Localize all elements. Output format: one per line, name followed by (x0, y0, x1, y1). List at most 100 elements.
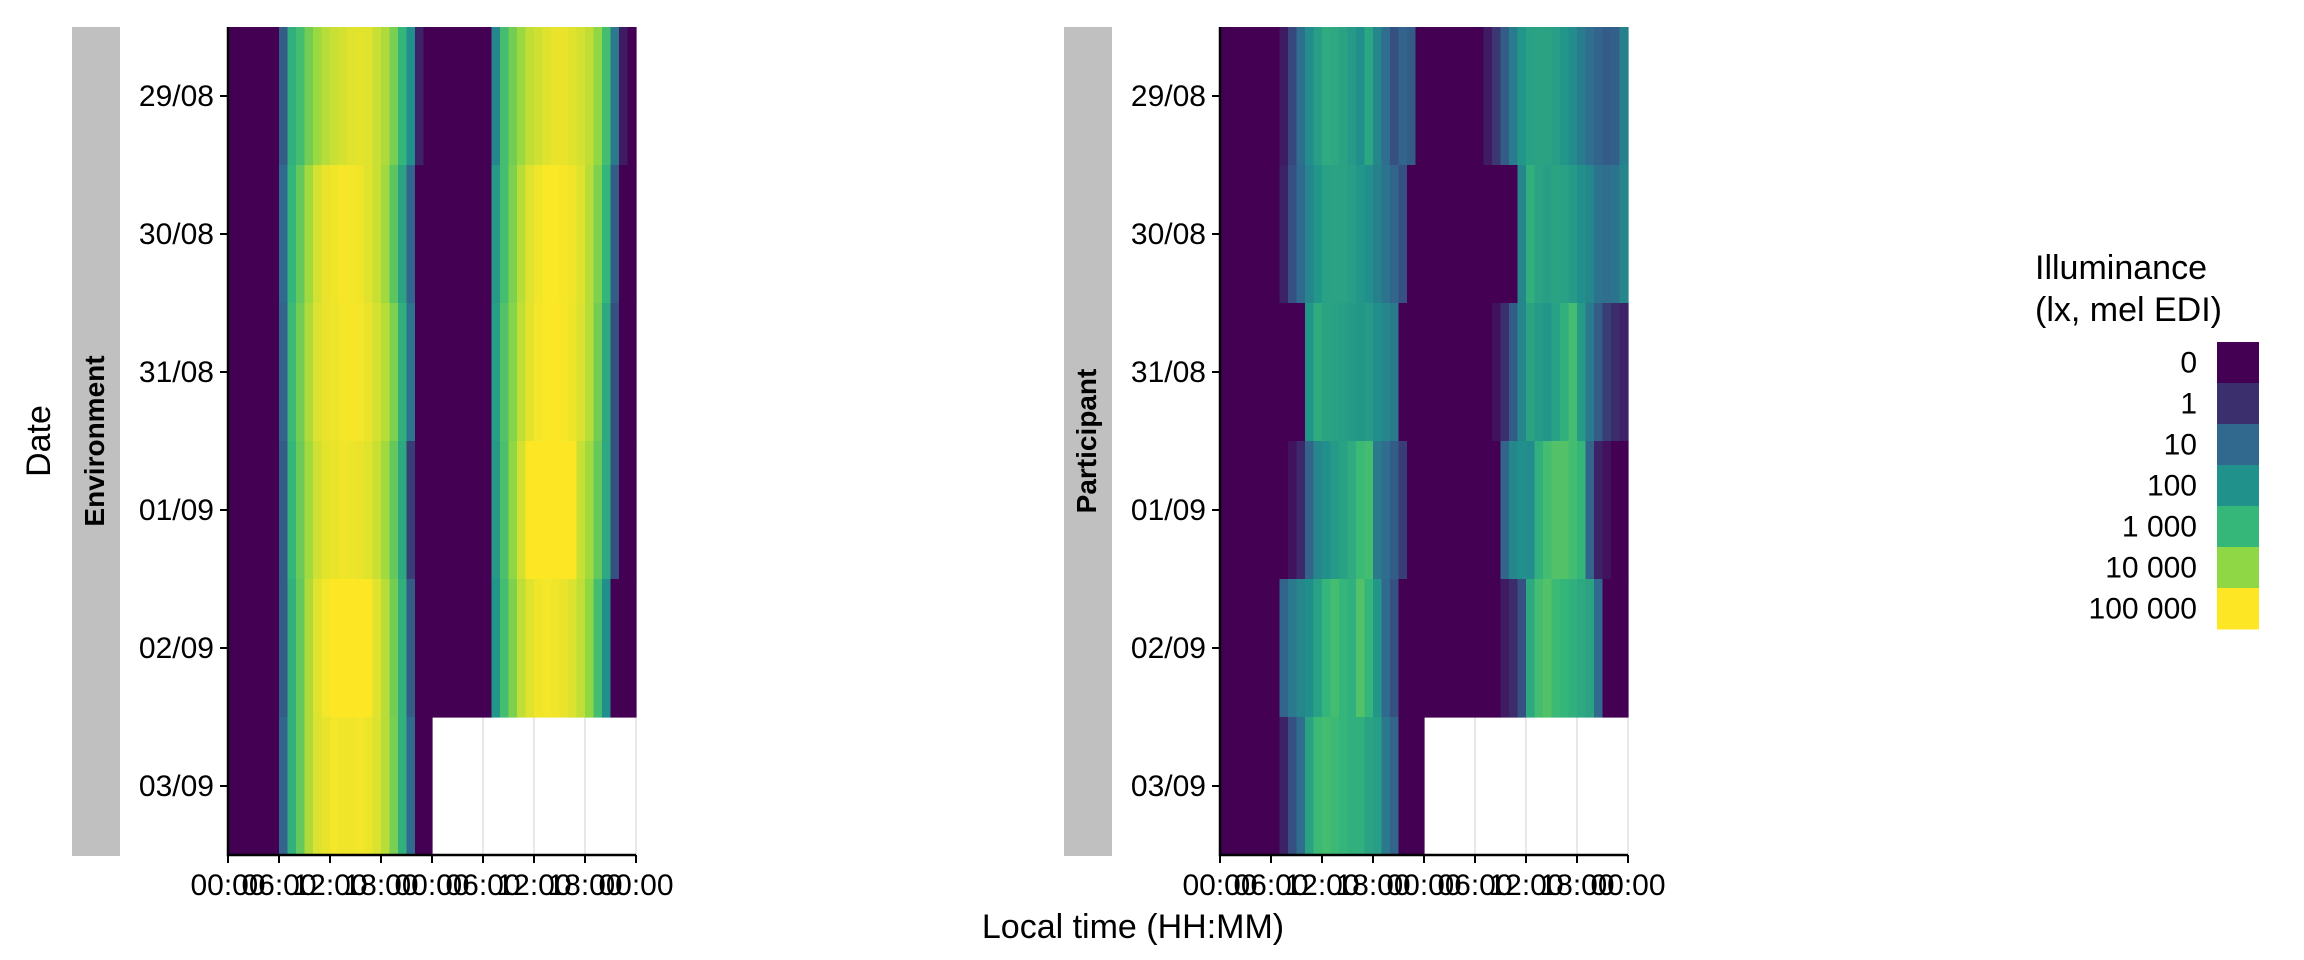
heat-tile (1415, 165, 1425, 304)
heat-tile (270, 579, 280, 718)
heat-tile (1568, 441, 1578, 580)
x-tick-label: 18:00 (1539, 869, 1614, 902)
heat-tile (542, 303, 552, 442)
heat-tile (602, 303, 612, 442)
heat-tile (508, 165, 518, 304)
heat-tile (1517, 165, 1527, 304)
heat-tile (415, 579, 425, 718)
heat-tile (364, 303, 374, 442)
legend-label: 10 (2164, 429, 2197, 462)
heat-tile (593, 165, 603, 304)
heat-tile (551, 27, 561, 166)
heat-tile (423, 717, 433, 856)
heat-tile (627, 441, 637, 580)
heat-tile (304, 579, 314, 718)
heat-tile (1500, 27, 1510, 166)
heat-tile (1390, 717, 1400, 856)
heat-tile (228, 27, 238, 166)
heat-tile (1551, 303, 1561, 442)
heat-tile (381, 717, 391, 856)
heat-tile (627, 579, 637, 718)
x-tick-label: 18:00 (547, 869, 622, 902)
heat-tile (602, 165, 612, 304)
heat-tile (1364, 165, 1374, 304)
heat-tile (1254, 303, 1264, 442)
heat-tile (534, 27, 544, 166)
heat-tile (1347, 165, 1357, 304)
heat-tile (1288, 303, 1298, 442)
heat-tile (525, 27, 535, 166)
heat-tile (576, 303, 586, 442)
heat-tile (1415, 441, 1425, 580)
heat-tile (253, 27, 263, 166)
heat-tile (1339, 303, 1349, 442)
heat-tile (1509, 165, 1519, 304)
heat-tile (1466, 303, 1476, 442)
heat-tile (1237, 717, 1247, 856)
heat-tile (449, 303, 459, 442)
heat-tile (1560, 441, 1570, 580)
heat-tile (1373, 303, 1383, 442)
heat-tile (542, 27, 552, 166)
heat-tile (1432, 165, 1442, 304)
y-tick-label: 02/09 (1131, 632, 1206, 665)
heat-tile (593, 27, 603, 166)
heat-tile (1347, 303, 1357, 442)
heat-tile (262, 579, 272, 718)
heat-tile (559, 579, 569, 718)
legend-label: 0 (2180, 347, 2197, 380)
heat-tile (1449, 303, 1459, 442)
heat-tile (1220, 579, 1230, 718)
heat-tile (1322, 27, 1332, 166)
heat-tile (262, 441, 272, 580)
x-tick-label: 12:00 (292, 869, 367, 902)
heat-tile (1466, 27, 1476, 166)
heat-tile (500, 579, 510, 718)
heat-tile (432, 27, 442, 166)
heat-tile (1543, 27, 1553, 166)
heat-tile (1594, 441, 1604, 580)
x-tick-label: 06:00 (1233, 869, 1308, 902)
heat-tile (1441, 579, 1451, 718)
heat-tile (1220, 165, 1230, 304)
heat-tile (457, 27, 467, 166)
heat-tile (1619, 441, 1629, 580)
heat-tile (1441, 441, 1451, 580)
heat-tile (585, 579, 595, 718)
heat-tile (559, 441, 569, 580)
heat-tile (517, 579, 527, 718)
heat-tile (1390, 579, 1400, 718)
heat-tile (627, 165, 637, 304)
heat-tile (313, 303, 323, 442)
heat-tile (1262, 441, 1272, 580)
heat-tile (1466, 165, 1476, 304)
heat-tile (1271, 441, 1281, 580)
heat-tile (1364, 27, 1374, 166)
heat-tile (1356, 165, 1366, 304)
heat-tile (287, 165, 297, 304)
x-tick-label: 18:00 (343, 869, 418, 902)
legend-title-line-2: (lx, mel EDI) (2035, 291, 2222, 329)
heat-tile (1296, 303, 1306, 442)
heat-tile (534, 579, 544, 718)
heat-tile (568, 303, 578, 442)
heat-tile (1381, 165, 1391, 304)
heat-tile (1398, 165, 1408, 304)
heat-tile (585, 441, 595, 580)
heat-tile (279, 303, 289, 442)
heat-tile (585, 303, 595, 442)
heat-tile (279, 441, 289, 580)
heat-tile (253, 579, 263, 718)
heat-tile (1560, 165, 1570, 304)
legend-label: 10 000 (2105, 552, 2197, 585)
heat-tile (313, 165, 323, 304)
panel-environment: 29/0830/0831/0801/0902/0903/0900:0006:00… (139, 27, 674, 902)
heat-tile (304, 165, 314, 304)
heat-tile (1543, 579, 1553, 718)
y-tick-label: 01/09 (139, 494, 214, 527)
heat-tile (347, 579, 357, 718)
heat-tile (1415, 303, 1425, 442)
heat-tile (1441, 165, 1451, 304)
heat-tile (364, 165, 374, 304)
heat-tile (1271, 579, 1281, 718)
